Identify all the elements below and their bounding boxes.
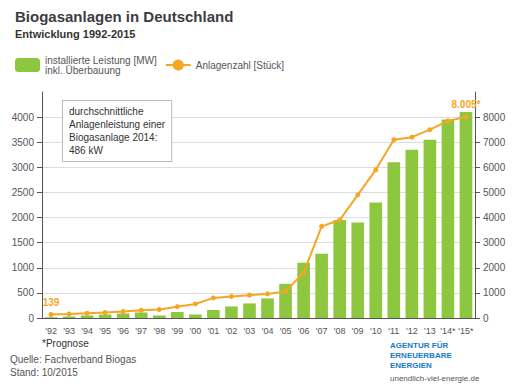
svg-text:'15*: '15* — [458, 326, 474, 336]
svg-text:8.005*: 8.005* — [452, 99, 481, 110]
svg-text:AGENTUR FÜR: AGENTUR FÜR — [390, 341, 448, 350]
svg-text:2000: 2000 — [483, 262, 506, 273]
svg-text:inkl. Überbauung: inkl. Überbauung — [45, 65, 121, 76]
svg-text:ENERGIEN: ENERGIEN — [390, 361, 432, 370]
svg-text:durchschnittliche: durchschnittliche — [69, 106, 144, 117]
svg-text:'06: '06 — [298, 326, 310, 336]
svg-text:2500: 2500 — [12, 187, 35, 198]
svg-text:Biogasanlage 2014:: Biogasanlage 2014: — [69, 132, 157, 143]
svg-text:'93: '93 — [63, 326, 75, 336]
svg-text:0: 0 — [483, 313, 489, 324]
svg-text:'94: '94 — [81, 326, 93, 336]
svg-text:8000: 8000 — [483, 112, 506, 123]
svg-text:1500: 1500 — [12, 237, 35, 248]
svg-text:'00: '00 — [189, 326, 201, 336]
svg-text:unendlich-viel-energie.de: unendlich-viel-energie.de — [390, 374, 480, 383]
svg-text:'11: '11 — [388, 326, 399, 336]
svg-text:installierte Leistung [MW]: installierte Leistung [MW] — [45, 54, 157, 66]
svg-text:Stand: 10/2015: Stand: 10/2015 — [10, 367, 78, 378]
svg-text:*Prognose: *Prognose — [42, 338, 89, 349]
svg-text:'13: '13 — [424, 326, 436, 336]
svg-text:1000: 1000 — [483, 287, 506, 298]
svg-text:'99: '99 — [171, 326, 183, 336]
svg-text:6000: 6000 — [483, 162, 506, 173]
svg-text:'09: '09 — [352, 326, 364, 336]
svg-text:'92: '92 — [45, 326, 57, 336]
svg-text:139: 139 — [43, 297, 60, 308]
svg-text:Anlagenleistung einer: Anlagenleistung einer — [69, 119, 166, 130]
svg-text:5000: 5000 — [483, 187, 506, 198]
svg-text:'07: '07 — [316, 326, 328, 336]
svg-text:'14*: '14* — [440, 326, 456, 336]
svg-text:Biogasanlagen in Deutschland: Biogasanlagen in Deutschland — [15, 8, 233, 25]
svg-text:Anlagenzahl [Stück]: Anlagenzahl [Stück] — [196, 60, 285, 71]
svg-text:'04: '04 — [262, 326, 274, 336]
svg-text:0: 0 — [28, 313, 34, 324]
svg-text:'05: '05 — [280, 326, 292, 336]
svg-text:4000: 4000 — [483, 212, 506, 223]
svg-text:Quelle: Fachverband Biogas: Quelle: Fachverband Biogas — [10, 354, 136, 365]
svg-text:Entwicklung 1992-2015: Entwicklung 1992-2015 — [15, 28, 135, 40]
svg-text:1000: 1000 — [12, 262, 35, 273]
svg-text:'03: '03 — [244, 326, 256, 336]
svg-text:'97: '97 — [135, 326, 147, 336]
svg-text:'02: '02 — [226, 326, 238, 336]
svg-text:7000: 7000 — [483, 137, 506, 148]
svg-text:'96: '96 — [117, 326, 129, 336]
svg-text:3500: 3500 — [12, 137, 35, 148]
svg-text:'01: '01 — [208, 326, 220, 336]
svg-text:500: 500 — [17, 287, 34, 298]
svg-text:3000: 3000 — [12, 162, 35, 173]
svg-text:'95: '95 — [99, 326, 111, 336]
svg-text:'98: '98 — [153, 326, 165, 336]
svg-text:3000: 3000 — [483, 237, 506, 248]
svg-text:2000: 2000 — [12, 212, 35, 223]
svg-text:ERNEUERBARE: ERNEUERBARE — [390, 351, 452, 360]
svg-text:'12: '12 — [406, 326, 418, 336]
svg-text:486 kW: 486 kW — [69, 145, 103, 156]
svg-text:'08: '08 — [334, 326, 346, 336]
svg-text:'10: '10 — [370, 326, 382, 336]
svg-text:4000: 4000 — [12, 112, 35, 123]
